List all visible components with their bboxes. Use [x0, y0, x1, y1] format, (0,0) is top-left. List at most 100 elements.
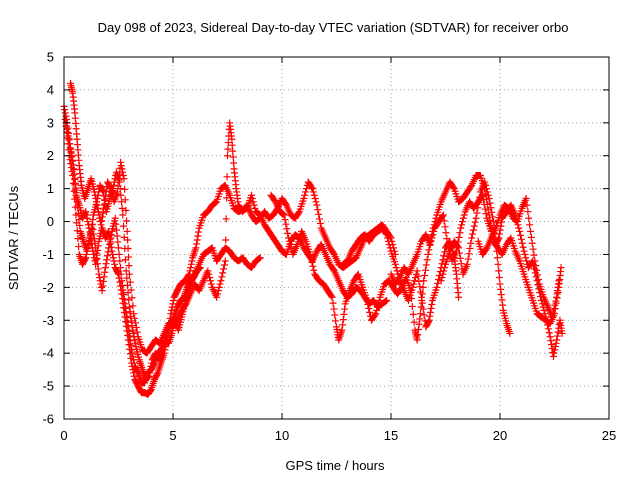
data-point [415, 320, 423, 328]
data-point [169, 300, 177, 308]
data-point [429, 231, 437, 239]
data-point [123, 274, 131, 282]
data-point [373, 303, 381, 311]
data-point [61, 109, 69, 117]
data-point [215, 283, 223, 291]
data-point [113, 226, 121, 234]
data-point [425, 246, 433, 254]
data-point [465, 250, 473, 258]
data-point [551, 301, 559, 309]
data-point [460, 211, 468, 219]
data-point [99, 209, 107, 217]
data-point [214, 287, 222, 295]
data-point [101, 196, 109, 204]
data-point [455, 233, 463, 241]
data-point [547, 341, 555, 349]
data-point [308, 258, 316, 266]
data-point [125, 327, 133, 335]
data-point [468, 234, 476, 242]
data-point [426, 308, 434, 316]
data-point [114, 269, 122, 277]
data-point [515, 224, 523, 232]
data-point [525, 214, 533, 222]
data-point [128, 349, 136, 357]
data-point [82, 254, 90, 262]
data-point [472, 214, 480, 222]
data-point [194, 232, 202, 240]
data-point [411, 277, 419, 285]
data-point [474, 204, 482, 212]
data-point [68, 168, 76, 176]
data-point [97, 221, 105, 229]
data-point [101, 268, 109, 276]
data-point [391, 260, 399, 268]
data-point [383, 231, 391, 239]
data-point [130, 356, 138, 364]
data-point [126, 332, 134, 340]
data-point [432, 214, 440, 222]
data-point [310, 191, 318, 199]
data-point [106, 237, 114, 245]
data-point [118, 277, 126, 285]
data-point [442, 229, 450, 237]
data-point [228, 135, 236, 143]
data-point [558, 329, 566, 337]
data-point [118, 281, 126, 289]
data-point [169, 314, 177, 322]
data-point [285, 234, 293, 242]
data-point [187, 260, 195, 268]
data-point [196, 264, 204, 272]
data-point [230, 159, 238, 167]
data-point [341, 305, 349, 313]
data-point [251, 204, 259, 212]
data-point [281, 216, 289, 224]
data-point [471, 218, 479, 226]
data-point [132, 319, 140, 327]
data-point [414, 272, 422, 280]
data-point [91, 191, 99, 199]
data-point [393, 267, 401, 275]
data-point [416, 283, 424, 291]
data-point [449, 183, 457, 191]
data-point [438, 260, 446, 268]
data-point [487, 204, 495, 212]
data-point [309, 262, 317, 270]
data-point [73, 227, 81, 235]
data-point [90, 230, 98, 238]
data-point [307, 254, 315, 262]
data-point [552, 339, 560, 347]
data-point [122, 206, 130, 214]
data-point [206, 277, 214, 285]
data-point [424, 318, 432, 326]
data-point [455, 293, 463, 301]
data-point [195, 265, 203, 273]
x-tick-label: 20 [493, 428, 507, 443]
data-point [213, 290, 221, 298]
data-point [392, 264, 400, 272]
data-point [81, 255, 89, 263]
data-point [464, 255, 472, 263]
data-point [123, 217, 131, 225]
data-point [470, 222, 478, 230]
data-point [408, 302, 416, 310]
data-point [309, 188, 317, 196]
data-point [222, 236, 230, 244]
data-point [410, 318, 418, 326]
data-point [457, 260, 465, 268]
data-point [92, 249, 100, 257]
data-point [280, 211, 288, 219]
data-point [481, 178, 489, 186]
data-point [121, 185, 129, 193]
data-point [223, 173, 231, 181]
data-point [459, 214, 467, 222]
data-point [63, 128, 71, 136]
data-point [516, 227, 524, 235]
data-point [118, 198, 126, 206]
data-point [250, 201, 258, 209]
data-point [315, 215, 323, 223]
series-track-1 [60, 102, 391, 398]
x-axis-label: GPS time / hours [286, 458, 385, 473]
data-point [310, 266, 318, 274]
data-point [284, 229, 292, 237]
data-point [84, 241, 92, 249]
